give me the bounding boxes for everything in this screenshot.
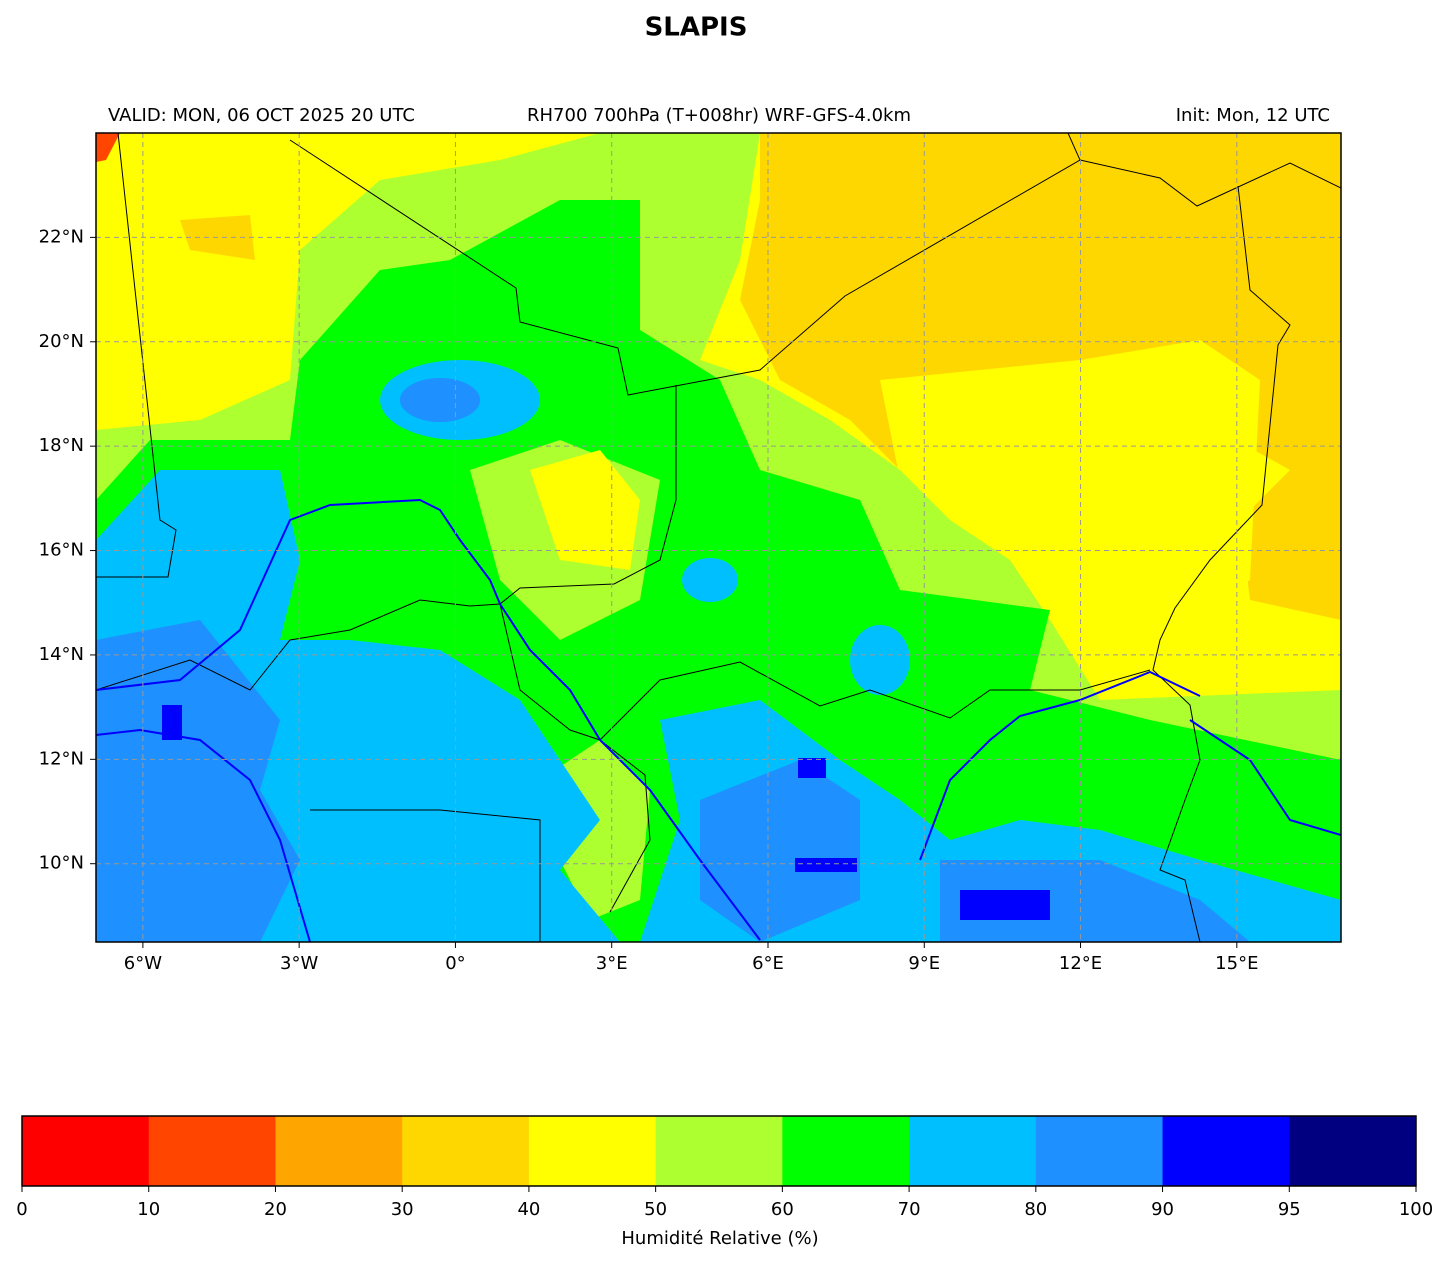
field-region (960, 890, 1050, 920)
field-region (530, 450, 640, 570)
colorbar-tick-label: 40 (517, 1199, 540, 1220)
y-tick-label: 12°N (39, 748, 84, 769)
colorbar-segment (275, 1116, 403, 1186)
river (1189, 719, 1341, 836)
subtitle-right: Init: Mon, 12 UTC (1176, 105, 1330, 126)
colorbar-frame (21, 1115, 1417, 1187)
colorbar-segment (782, 1116, 910, 1186)
colorbar-segment (1162, 1116, 1290, 1186)
field-region (940, 860, 1250, 942)
colorbar-tick-label: 10 (137, 1199, 160, 1220)
country-border (599, 661, 1151, 741)
field-region (682, 558, 738, 602)
field-region (96, 133, 120, 162)
colorbar-tick-label: 95 (1278, 1199, 1301, 1220)
colorbar-segment (148, 1116, 276, 1186)
x-tick-label: 6°W (124, 953, 162, 974)
y-tick-label: 16°N (39, 540, 84, 561)
river (96, 728, 311, 942)
x-tick-label: 0° (445, 953, 465, 974)
colorbar-segment (402, 1116, 530, 1186)
field-region (96, 620, 300, 942)
title: SLAPIS (645, 13, 748, 43)
river (96, 498, 761, 941)
field-region (400, 378, 480, 422)
x-tick-label: 15°E (1215, 953, 1258, 974)
colorbar-tick-label: 20 (264, 1199, 287, 1220)
colorbar-segment (528, 1116, 657, 1186)
field-region (795, 858, 857, 872)
colorbar-tick-label: 30 (391, 1199, 414, 1220)
grid (96, 133, 1341, 942)
country-border (310, 809, 541, 942)
y-tick-label: 14°N (39, 644, 84, 665)
country-border (96, 133, 177, 578)
country-border (96, 599, 601, 741)
subtitle-left: VALID: MON, 06 OCT 2025 20 UTC (108, 105, 415, 126)
field-region (850, 625, 910, 695)
field-region (798, 758, 826, 778)
colorbar-tick-label: 90 (1151, 1199, 1174, 1220)
colorbar-segment (22, 1116, 150, 1186)
country-border (1079, 159, 1341, 207)
x-tick-label: 3°W (280, 953, 318, 974)
colorbar-segment (909, 1116, 1037, 1186)
colorbar-tick-label: 0 (16, 1199, 27, 1220)
country-border (289, 133, 1081, 396)
x-tick-label: 9°E (908, 953, 940, 974)
colorbar-segment (1035, 1116, 1164, 1186)
colorbar-label: Humidité Relative (%) (621, 1228, 818, 1249)
river (919, 670, 1201, 861)
field-region (700, 760, 860, 942)
country-border (599, 739, 651, 913)
y-tick-label: 22°N (39, 226, 84, 247)
colorbar-tick-label: 60 (771, 1199, 794, 1220)
country-border (1152, 185, 1291, 942)
x-tick-label: 12°E (1059, 953, 1102, 974)
colorbar-segment (1289, 1116, 1417, 1186)
colorbar-tick-label: 50 (644, 1199, 667, 1220)
colorbar-tick-label: 80 (1024, 1199, 1047, 1220)
colorbar-segment (655, 1116, 783, 1186)
x-tick-label: 3°E (596, 953, 628, 974)
y-tick-label: 10°N (39, 853, 84, 874)
subtitle-center: RH700 700hPa (T+008hr) WRF-GFS-4.0km (527, 105, 911, 126)
map-frame (95, 132, 1342, 943)
country-border (499, 385, 677, 605)
field-region (880, 340, 1260, 680)
x-tick-label: 6°E (752, 953, 784, 974)
field-region (162, 705, 182, 740)
y-tick-label: 20°N (39, 331, 84, 352)
colorbar-tick-label: 70 (898, 1199, 921, 1220)
map-field (96, 133, 1341, 942)
y-tick-label: 18°N (39, 435, 84, 456)
colorbar-tick-label: 100 (1399, 1199, 1433, 1220)
